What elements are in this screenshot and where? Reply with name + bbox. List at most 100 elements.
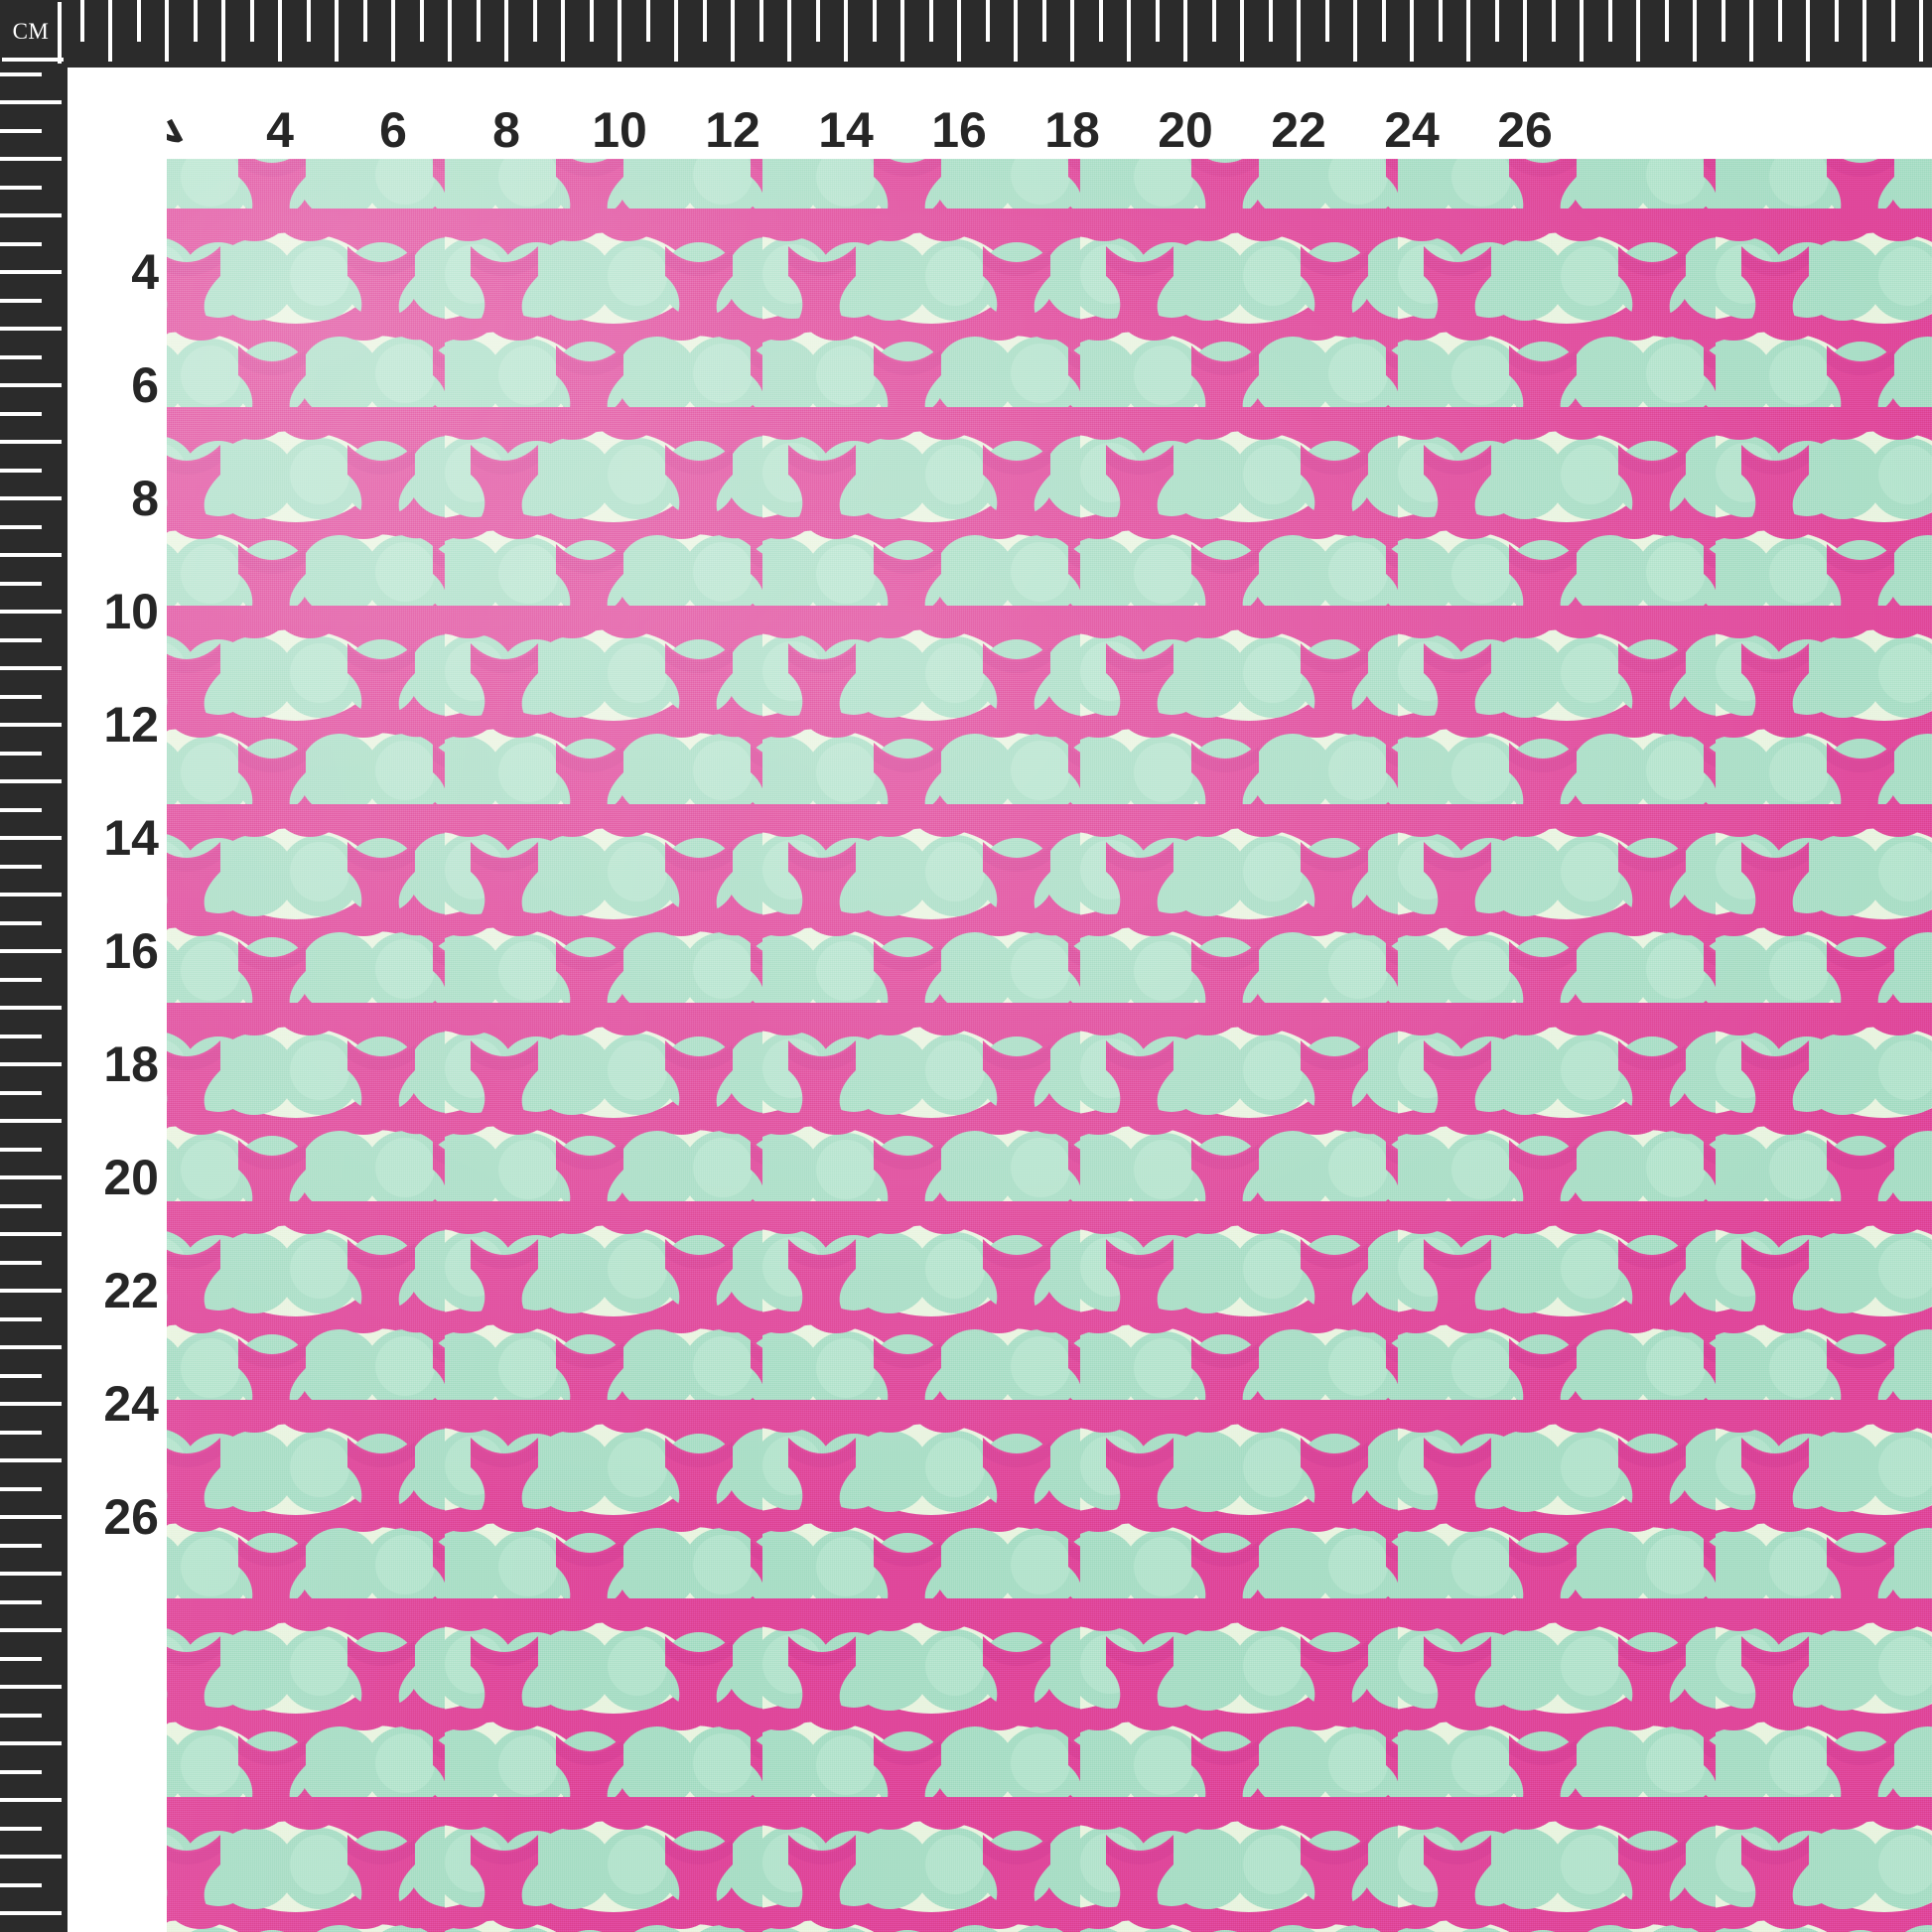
ruler-tick-minor: [0, 1203, 42, 1208]
ruler-tick-minor: [79, 0, 84, 42]
ruler-tick-major: [165, 0, 169, 62]
ruler-tick-minor: [1721, 0, 1725, 42]
ruler-tick-major: [1014, 0, 1018, 62]
ruler-tick-minor: [1324, 0, 1329, 42]
ruler-tick-major: [0, 1628, 62, 1632]
ruler-tick-major: [0, 836, 62, 840]
ruler-tick-minor: [0, 807, 42, 812]
ruler-tick-major: [674, 0, 678, 62]
ruler-tick-minor: [0, 1769, 42, 1774]
ruler-tick-major: [0, 1798, 62, 1802]
ruler-left-label-26: 26: [103, 1489, 159, 1545]
ruler-tick-major: [1127, 0, 1131, 62]
ruler-tick-major: [504, 0, 508, 62]
ruler-tick-major: [0, 1572, 62, 1576]
ruler-tick-minor: [0, 1147, 42, 1152]
ruler-tick-major: [0, 383, 62, 387]
ruler-tick-minor: [0, 241, 42, 246]
ruler-tick-minor: [1381, 0, 1386, 42]
ruler-left-bar: [0, 0, 68, 1932]
ruler-tick-major: [1636, 0, 1640, 62]
ruler-tick-minor: [1098, 0, 1103, 42]
ruler-top-label-6: 6: [379, 102, 407, 158]
ruler-tick-major: [335, 0, 339, 62]
ruler-tick-major: [0, 949, 62, 953]
ruler-tick-minor: [645, 0, 650, 42]
ruler-tick-major: [1693, 0, 1697, 62]
ruler-tick-major: [0, 723, 62, 727]
ruler-tick-minor: [0, 1316, 42, 1321]
ruler-left-label-12: 12: [103, 697, 159, 753]
ruler-tick-minor: [985, 0, 990, 42]
ruler-tick-minor: [0, 1430, 42, 1435]
ruler-tick-major: [0, 779, 62, 783]
ruler-tick-major: [0, 100, 62, 104]
ruler-tick-minor: [0, 128, 42, 133]
ruler-top-label-20: 20: [1158, 102, 1213, 158]
ruler-left-label-4: 4: [131, 244, 159, 300]
ruler-tick-minor: [1268, 0, 1273, 42]
ruler-tick-major: [448, 0, 452, 62]
ruler-tick-major: [1070, 0, 1074, 62]
ruler-tick-minor: [0, 1826, 42, 1831]
ruler-tick-major: [0, 213, 62, 217]
ruler-tick-minor: [1551, 0, 1556, 42]
ruler-tick-minor: [0, 1373, 42, 1378]
ruler-left-label-6: 6: [131, 357, 159, 413]
ruler-tick-major: [0, 496, 62, 500]
ruler-tick-minor: [759, 0, 763, 42]
ruler-tick-minor: [1155, 0, 1160, 42]
ruler-top-label-8: 8: [492, 102, 520, 158]
ruler-tick-minor: [419, 0, 424, 42]
ruler-left-label-20: 20: [103, 1150, 159, 1205]
ruler-tick-minor: [1834, 0, 1839, 42]
ruler-tick-major: [957, 0, 961, 62]
ruler-tick-major: [0, 610, 62, 614]
ruler-tick-major: [1806, 0, 1810, 62]
ruler-tick-minor: [1211, 0, 1216, 42]
ruler-tick-major: [0, 1006, 62, 1010]
ruler-tick-major: [1580, 0, 1584, 62]
ruler-left-label-14: 14: [103, 810, 159, 866]
ruler-tick-major: [0, 1741, 62, 1745]
ruler-tick-minor: [0, 1543, 42, 1548]
ruler-tick-minor: [0, 1599, 42, 1604]
ruler-tick-major: [0, 1685, 62, 1689]
ruler-tick-minor: [0, 1260, 42, 1265]
ruler-tick-minor: [249, 0, 254, 42]
fabric-pattern: [167, 159, 1932, 1932]
ruler-tick-major: [618, 0, 621, 62]
ruler-tick-minor: [928, 0, 933, 42]
ruler-tick-minor: [0, 1486, 42, 1491]
cm-unit-label: CM: [12, 19, 50, 44]
ruler-tick-major: [1240, 0, 1244, 62]
ruler-tick-major: [0, 270, 62, 274]
ruler-tick-major: [1410, 0, 1414, 62]
ruler-tick-major: [1297, 0, 1301, 62]
ruler-tick-minor: [1494, 0, 1499, 42]
ruler-tick-major: [0, 1175, 62, 1179]
ruler-left-label-24: 24: [103, 1376, 159, 1432]
ruler-tick-minor: [193, 0, 198, 42]
ruler-tick-minor: [136, 0, 141, 42]
ruler-tick-major: [1749, 0, 1753, 62]
ruler-tick-major: [1919, 0, 1923, 62]
ruler-top-label-12: 12: [705, 102, 760, 158]
ruler-tick-major: [844, 0, 848, 62]
ruler-tick-minor: [589, 0, 594, 42]
ruler-tick-major: [391, 0, 395, 62]
ruler-tick-minor: [0, 1882, 42, 1887]
ruler-tick-major: [787, 0, 791, 62]
ruler-top-label-10: 10: [592, 102, 647, 158]
ruler-top-label-4: 4: [266, 102, 294, 158]
ruler-tick-minor: [0, 864, 42, 869]
ruler-tick-major: [0, 666, 62, 670]
ruler-tick-minor: [0, 751, 42, 756]
ruler-tick-major: [0, 1458, 62, 1462]
ruler-tick-major: [0, 1402, 62, 1406]
ruler-tick-major: [0, 1062, 62, 1066]
ruler-tick-minor: [1664, 0, 1669, 42]
ruler-tick-minor: [306, 0, 311, 42]
ruler-tick-minor: [0, 1034, 42, 1038]
ruler-tick-major: [0, 440, 62, 444]
